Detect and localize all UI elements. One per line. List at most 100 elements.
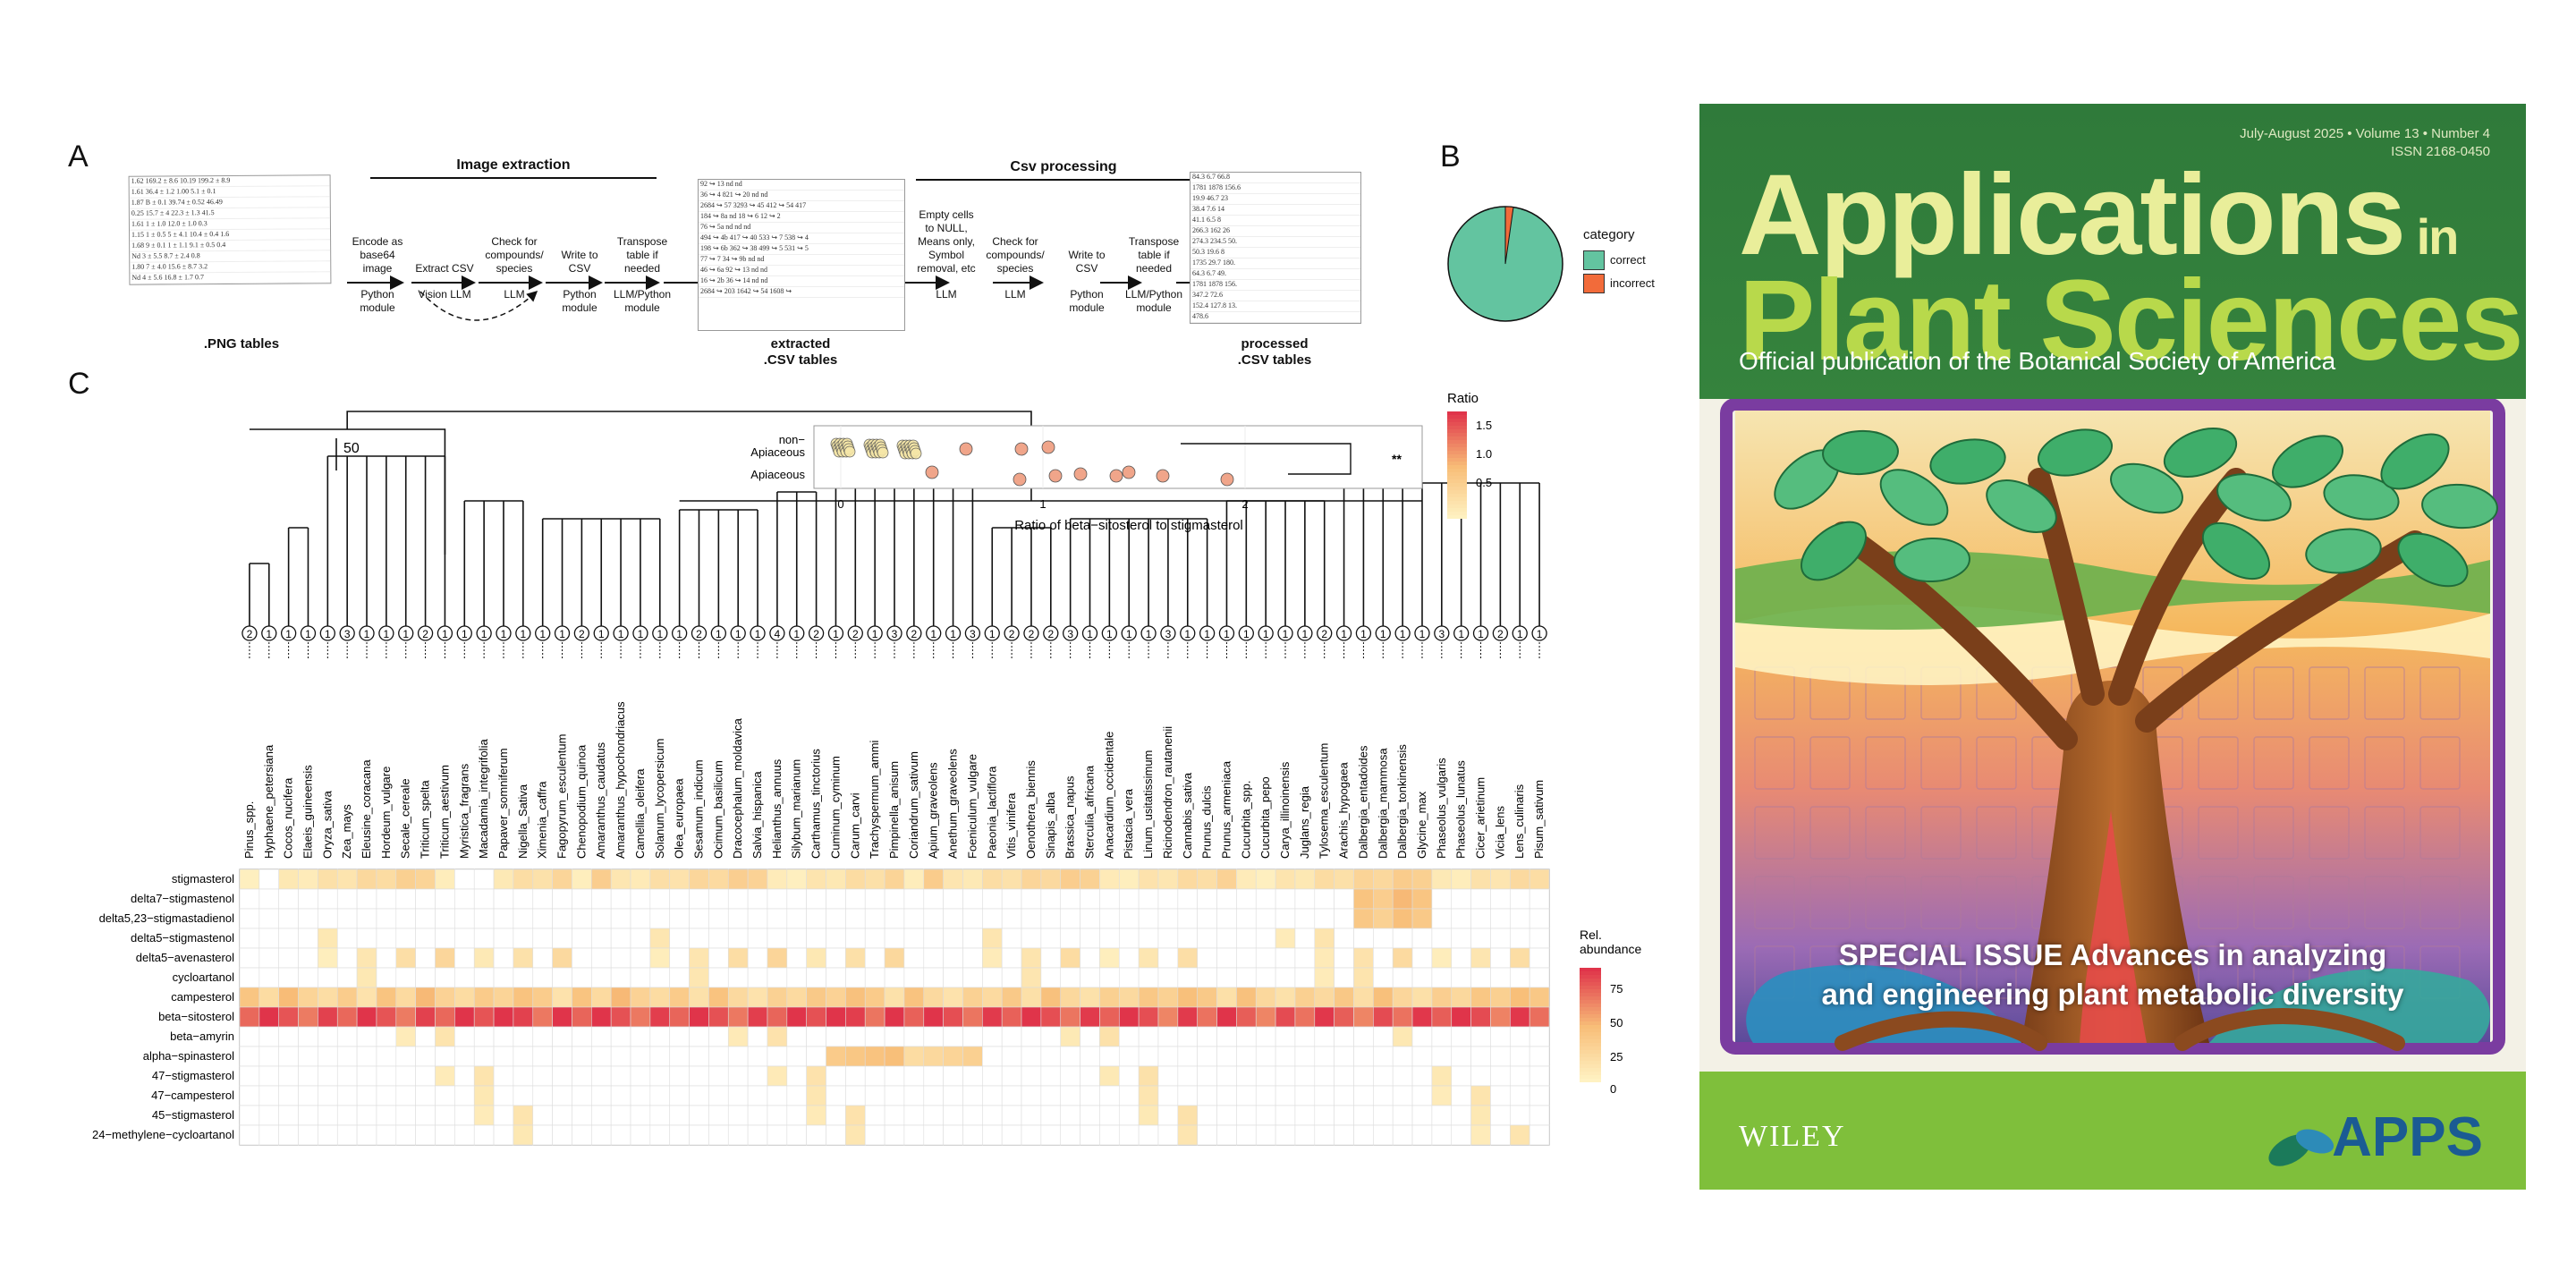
heatmap-cell [727,1105,749,1126]
heatmap-cell [1314,1124,1335,1146]
heatmap-cell [669,869,690,890]
heatmap-cell [376,869,397,890]
heatmap-cell [572,947,592,969]
heatmap-cell [1294,1006,1316,1028]
heatmap-cell [1080,888,1100,910]
count-label: 1 [559,628,565,640]
heatmap-cell [1470,1105,1491,1126]
flow-step-label: Empty cells to NULL, Means only, Symbol … [917,208,976,275]
species-label: Fagopyrum_esculentum [555,734,569,859]
species-label: Oryza_sativa [320,790,334,859]
heatmap-cell [884,1085,905,1106]
document-icon [2309,736,2350,790]
count-label: 1 [716,628,722,640]
heatmap-cell [258,967,280,988]
heatmap-cell [708,987,729,1008]
heatmap-cell [864,987,886,1008]
heatmap-cell [493,1085,514,1106]
heatmap-cell [1392,1006,1413,1028]
heatmap-cell [318,987,338,1008]
heatmap-cell [1040,1085,1062,1106]
heatmap-cell [278,908,299,929]
heatmap-cell [1490,1065,1511,1087]
document-icon [2253,806,2294,860]
heatmap-cell [689,1046,709,1067]
heatmap-cell [649,888,671,910]
heatmap-cell [1470,987,1491,1008]
species-label: Vitis_vinifera [1004,792,1018,859]
heatmap-cell [689,987,709,1008]
heatmap-cell [1470,1006,1491,1028]
flow-step-tool: LLM/Python module [613,288,672,314]
heatmap-cell [669,1124,690,1146]
species-label: Glycine_max [1415,791,1428,859]
heatmap-cell [845,1105,866,1126]
heatmap-cell [1040,1026,1062,1047]
png-tables-caption: .PNG tables [203,336,280,352]
heatmap-cell [298,1085,318,1106]
inset-point [910,447,922,460]
heatmap-cell [1529,908,1550,929]
count-label: 2 [247,628,253,640]
count-circle [476,625,492,641]
heatmap-cell [513,888,534,910]
count-circle [496,625,512,641]
document-icon [2364,876,2405,929]
table-row: 1258 88.6 [1191,323,1360,324]
heatmap-cell [845,1085,866,1106]
heatmap-cell [689,1085,709,1106]
heatmap-cell [1509,987,1530,1008]
document-icon [2309,666,2350,720]
table-row: 2684 ↪ 57 3293 ↪ 45 412 ↪ 54 417 [699,201,904,212]
species-label: Dalbergia_mammosa [1376,748,1389,859]
heatmap-cell [903,1065,925,1087]
heatmap-cell [1334,1085,1354,1106]
inset-tick: 0 [837,497,843,511]
heatmap-cell [649,908,671,929]
table-row: 36 ↪ 4 821 ↪ 20 nd nd [699,191,904,201]
heatmap-cell [610,1085,631,1106]
leaf-icon [2037,428,2114,477]
heatmap-cell [395,888,416,910]
species-label: Cucurbita_spp. [1239,781,1252,859]
heatmap-cell [318,1105,338,1126]
heatmap-cell [532,928,553,949]
heatmap-cell [1275,1065,1296,1087]
heatmap-cell [923,1105,944,1126]
heatmap-cell [552,1105,572,1126]
heatmap-cell [1216,888,1237,910]
document-icon [2364,806,2405,860]
heatmap-cell [1353,1085,1374,1106]
heatmap-cell [1353,1026,1374,1047]
heatmap-cell [591,1046,612,1067]
heatmap-cell [1099,888,1120,910]
heatmap-cell [747,1026,768,1047]
compound-label: cycloartanol [173,970,234,984]
heatmap-cell [1490,928,1511,949]
document-icon [1809,806,1851,860]
heatmap-cell [1197,1124,1217,1146]
heatmap-cell [1275,908,1296,929]
heatmap-cell [1001,1046,1022,1067]
heatmap-cell [845,888,866,910]
heatmap-cell [727,967,749,988]
flow-step-tool: Python module [1069,288,1105,314]
heatmap-cell [1216,947,1237,969]
heatmap-cell [1157,987,1179,1008]
heatmap-cell [1138,947,1159,969]
heatmap-cell [903,1046,925,1067]
heatmap-cell [1255,888,1276,910]
heatmap-cell [1411,1124,1433,1146]
heatmap-cell [1118,987,1140,1008]
heatmap-cell [572,928,592,949]
count-circle [710,625,726,641]
heatmap-cell [864,967,886,988]
heatmap-cell [903,967,925,988]
heatmap-cell [473,908,495,929]
heatmap-cell [884,869,905,890]
count-label: 1 [1517,628,1523,640]
heatmap-cell [923,967,944,988]
heatmap-cell [1529,928,1550,949]
compound-label: beta−sitosterol [158,1010,234,1023]
document-icon [2253,666,2294,720]
